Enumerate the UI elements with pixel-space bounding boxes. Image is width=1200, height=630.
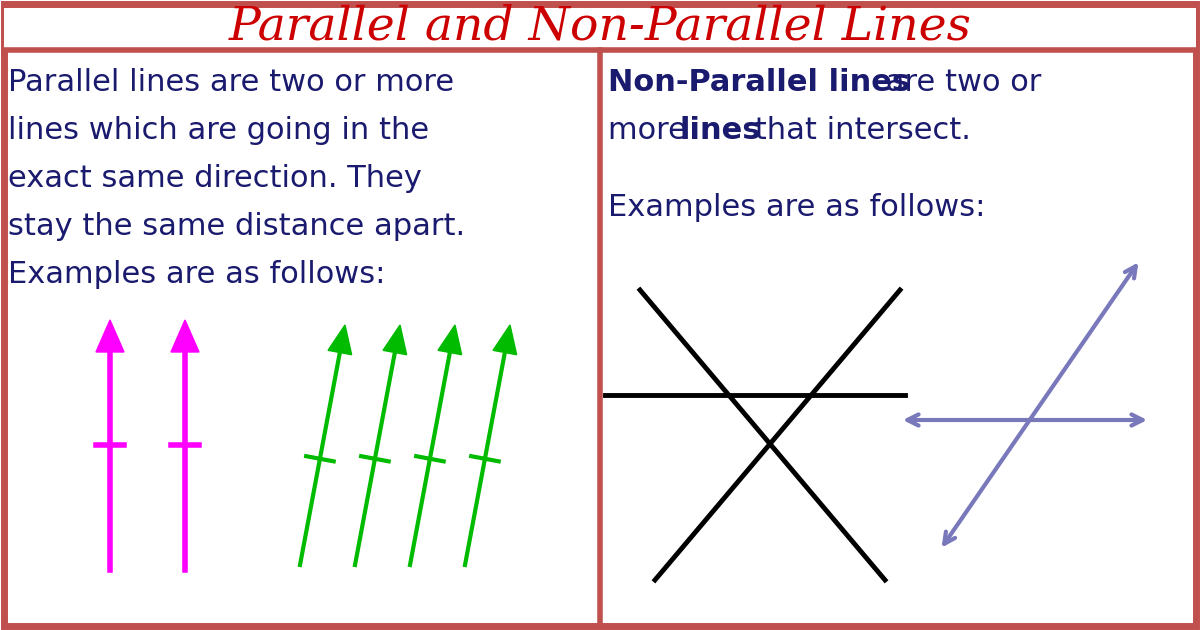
Polygon shape — [493, 325, 517, 355]
Polygon shape — [328, 325, 352, 355]
Text: are two or: are two or — [876, 68, 1042, 97]
Text: that intersect.: that intersect. — [745, 116, 971, 145]
Polygon shape — [383, 325, 407, 355]
Text: Non-Parallel lines: Non-Parallel lines — [608, 68, 910, 97]
Text: Examples are as follows:: Examples are as follows: — [608, 193, 985, 222]
Text: more: more — [608, 116, 697, 145]
Bar — [4, 8, 1196, 50]
Text: Parallel and Non-Parallel Lines: Parallel and Non-Parallel Lines — [228, 4, 972, 50]
Text: stay the same distance apart.: stay the same distance apart. — [8, 212, 466, 241]
Text: Parallel lines are two or more: Parallel lines are two or more — [8, 68, 454, 97]
Text: lines: lines — [680, 116, 762, 145]
Polygon shape — [438, 325, 462, 355]
Text: exact same direction. They: exact same direction. They — [8, 164, 422, 193]
Polygon shape — [96, 320, 124, 352]
Text: lines which are going in the: lines which are going in the — [8, 116, 430, 145]
Polygon shape — [172, 320, 199, 352]
Text: Examples are as follows:: Examples are as follows: — [8, 260, 385, 289]
